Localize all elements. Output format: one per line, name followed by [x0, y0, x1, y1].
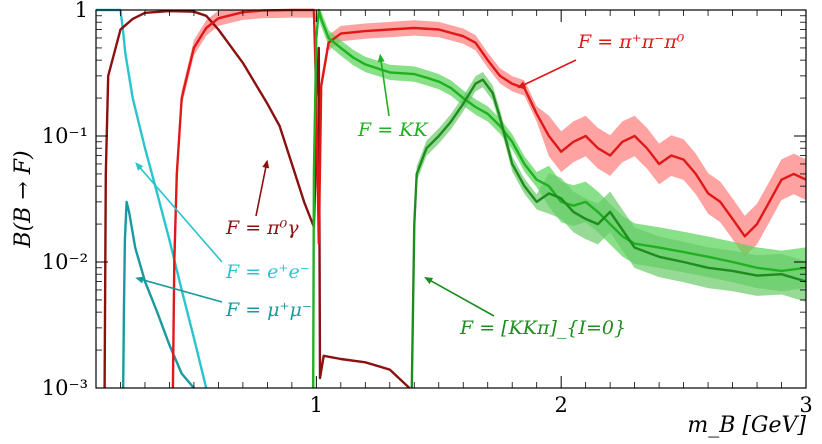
arrow-mumu — [138, 278, 223, 303]
line-kk — [312, 8, 807, 389]
arrowhead-kkpi — [424, 277, 434, 285]
annotation-kk: F = KK — [357, 119, 429, 141]
x-tick-label: 1 — [310, 393, 323, 417]
y-tick-label: 1 — [75, 0, 88, 22]
line-ee — [96, 8, 208, 389]
annotation-pipipi: F = π⁺π⁻π⁰ — [577, 31, 685, 53]
arrowhead-pi0gamma — [262, 159, 270, 169]
x-tick-label: 3 — [799, 393, 812, 417]
y-tick-label: 10⁻² — [42, 250, 88, 274]
band-kkpi — [411, 72, 806, 388]
annotation-mumu: F = μ⁺μ⁻ — [225, 299, 312, 321]
y-axis-label: B(B → F) — [11, 150, 36, 248]
arrowhead-kk — [377, 53, 385, 63]
x-axis-label: m_B [GeV] — [687, 413, 806, 438]
annotations: F = π⁺π⁻π⁰ F = KK F = π⁰γ F = e⁺e⁻ F = μ⁺μ⁻ F… — [135, 31, 685, 339]
arrowhead-pipipi — [517, 81, 527, 89]
arrow-kk — [379, 57, 390, 117]
arrow-pipipi — [520, 59, 577, 88]
arrowhead-ee — [135, 162, 144, 171]
line-pi0gamma — [103, 9, 411, 389]
line-kkpi — [410, 78, 807, 389]
y-tick-label: 10⁻³ — [42, 376, 88, 400]
plot-frame — [95, 9, 807, 389]
arrow-pi0gamma — [255, 163, 268, 217]
y-tick-label: 10⁻¹ — [42, 124, 88, 148]
annotation-pi0gamma: F = π⁰γ — [225, 217, 299, 239]
annotation-ee: F = e⁺e⁻ — [225, 261, 310, 283]
arrowhead-mumu — [135, 276, 145, 284]
arrow-ee — [137, 164, 223, 263]
annotation-kkpi: F = [KKπ]_{I=0} — [459, 317, 626, 339]
arrow-kkpi — [427, 278, 495, 317]
axis-ticks: 1 2 3 1 10⁻¹ 10⁻² 10⁻³ — [42, 0, 813, 417]
x-tick-label: 2 — [554, 393, 567, 417]
